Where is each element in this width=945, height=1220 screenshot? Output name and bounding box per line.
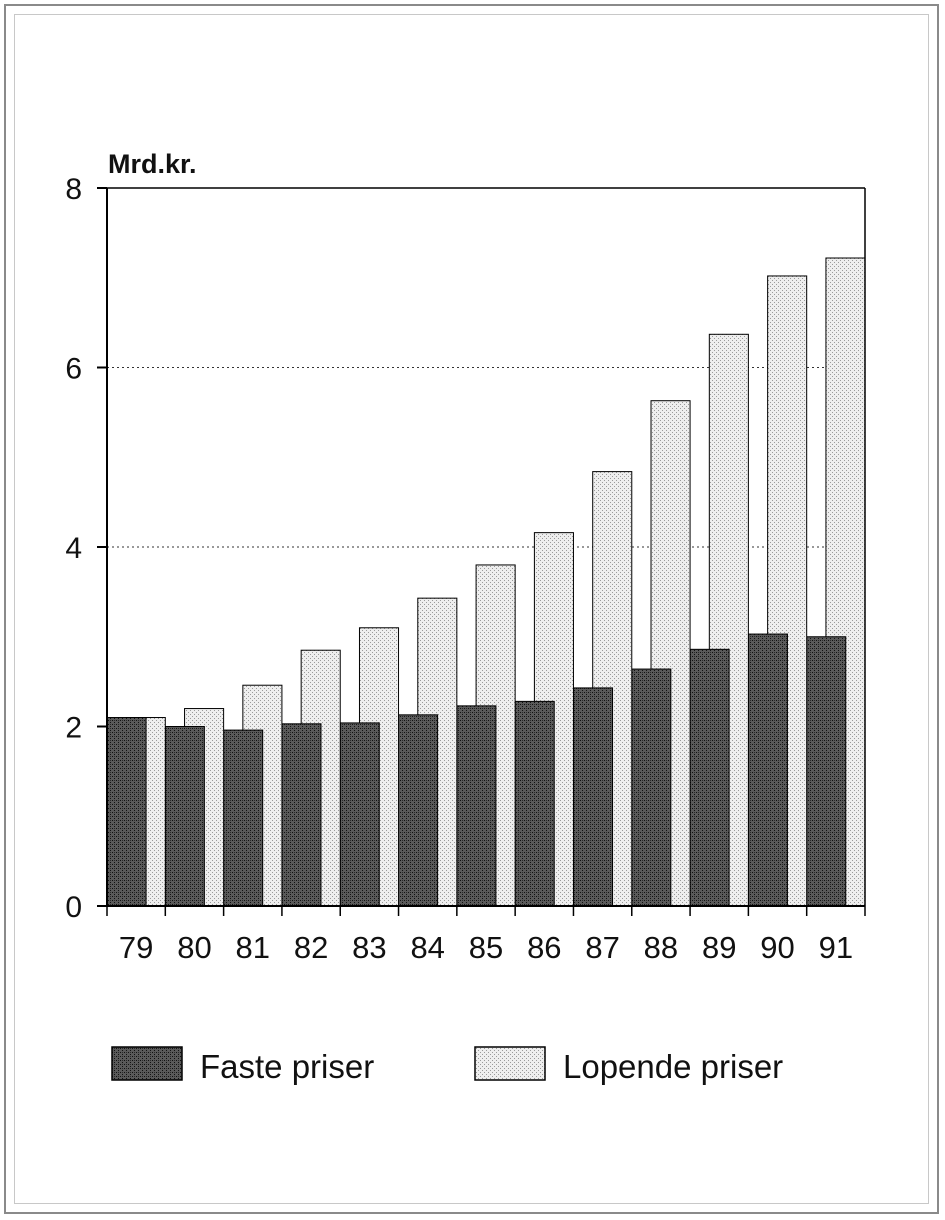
bar-faste-79 <box>106 717 147 907</box>
bar-faste-85 <box>456 705 497 907</box>
x-tick-label-87: 87 <box>585 930 619 965</box>
bar-faste-82 <box>281 723 322 907</box>
x-tick-label-79: 79 <box>119 930 153 965</box>
x-tick-label-90: 90 <box>760 930 794 965</box>
x-tick-label-86: 86 <box>527 930 561 965</box>
chart-frame-inner <box>14 14 929 1204</box>
bar-faste-88 <box>631 668 672 907</box>
bar-faste-87 <box>572 687 614 907</box>
x-tick-label-84: 84 <box>410 930 444 965</box>
legend-label-faste: Faste priser <box>200 1048 374 1085</box>
y-tick-label-0: 0 <box>65 891 82 924</box>
y-tick-label-6: 6 <box>65 353 82 386</box>
bar-faste-84 <box>398 714 439 907</box>
bar-faste-86 <box>514 700 555 907</box>
x-tick-label-85: 85 <box>469 930 503 965</box>
x-tick-label-88: 88 <box>644 930 678 965</box>
bar-faste-80 <box>164 726 205 907</box>
legend-swatch-lopende <box>474 1046 546 1081</box>
legend-swatch-faste <box>111 1046 183 1081</box>
x-tick-label-83: 83 <box>352 930 386 965</box>
bar-faste-89 <box>689 648 730 907</box>
y-axis-unit-label: Mrd.kr. <box>108 149 197 179</box>
x-tick-label-89: 89 <box>702 930 736 965</box>
bar-faste-83 <box>339 722 380 907</box>
x-tick-label-91: 91 <box>819 930 853 965</box>
y-tick-label-4: 4 <box>65 532 82 565</box>
x-tick-label-82: 82 <box>294 930 328 965</box>
x-tick-label-81: 81 <box>236 930 270 965</box>
x-tick-label-80: 80 <box>177 930 211 965</box>
y-tick-label-8: 8 <box>65 173 82 206</box>
legend-label-lopende: Lopende priser <box>563 1048 783 1085</box>
bar-faste-91 <box>806 636 847 907</box>
y-tick-label-2: 2 <box>65 712 82 745</box>
bar-faste-81 <box>223 729 264 907</box>
bar-faste-90 <box>747 633 788 907</box>
